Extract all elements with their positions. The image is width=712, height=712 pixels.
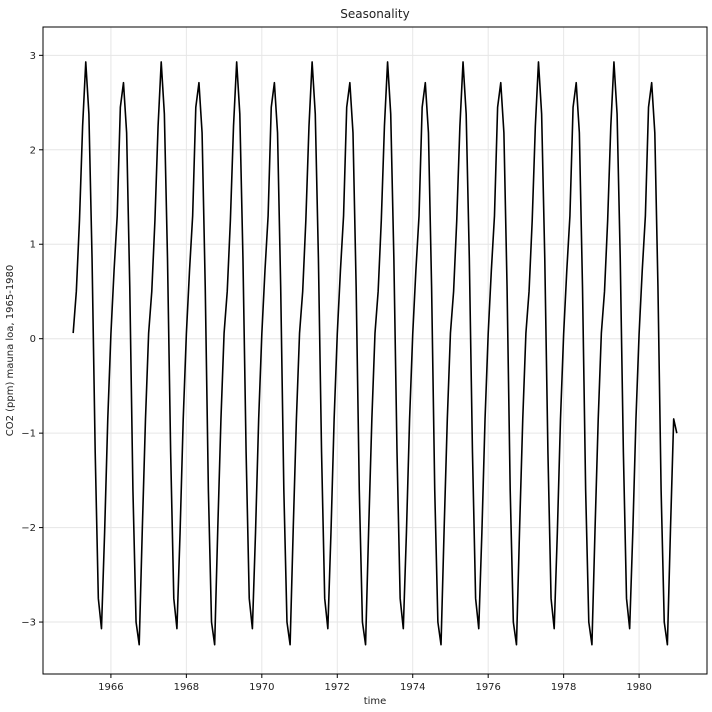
y-tick-label: −3 bbox=[21, 618, 36, 629]
x-axis-label: time bbox=[364, 696, 387, 707]
y-axis-label: CO2 (ppm) mauna loa, 1965-1980 bbox=[5, 265, 16, 437]
x-tick-label: 1974 bbox=[400, 682, 425, 693]
y-tick-label: −2 bbox=[21, 523, 36, 534]
x-tick-label: 1976 bbox=[475, 682, 500, 693]
x-axis: 1966 1968 1970 1972 1974 1976 1978 1980 bbox=[98, 674, 652, 693]
chart-title: Seasonality bbox=[340, 7, 409, 21]
series-line bbox=[72, 61, 678, 646]
series-layer bbox=[72, 61, 678, 646]
x-tick-label: 1980 bbox=[626, 682, 651, 693]
x-tick-label: 1968 bbox=[174, 682, 199, 693]
x-tick-label: 1972 bbox=[325, 682, 350, 693]
y-axis: −3 −2 −1 0 1 2 3 bbox=[21, 51, 43, 629]
plot-frame bbox=[42, 26, 708, 675]
x-tick-label: 1978 bbox=[551, 682, 576, 693]
y-tick-label: 1 bbox=[30, 240, 36, 251]
y-tick-label: 2 bbox=[30, 145, 36, 156]
x-tick-label: 1966 bbox=[98, 682, 123, 693]
y-tick-label: 0 bbox=[30, 334, 36, 345]
y-tick-label: 3 bbox=[30, 51, 36, 62]
y-tick-label: −1 bbox=[21, 429, 36, 440]
x-tick-label: 1970 bbox=[249, 682, 274, 693]
